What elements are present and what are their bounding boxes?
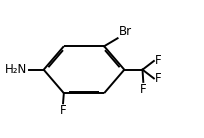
Text: F: F (155, 72, 162, 85)
Text: F: F (60, 104, 66, 117)
Text: Br: Br (118, 25, 132, 38)
Text: F: F (155, 55, 162, 67)
Text: F: F (140, 83, 147, 96)
Text: H₂N: H₂N (5, 63, 27, 76)
